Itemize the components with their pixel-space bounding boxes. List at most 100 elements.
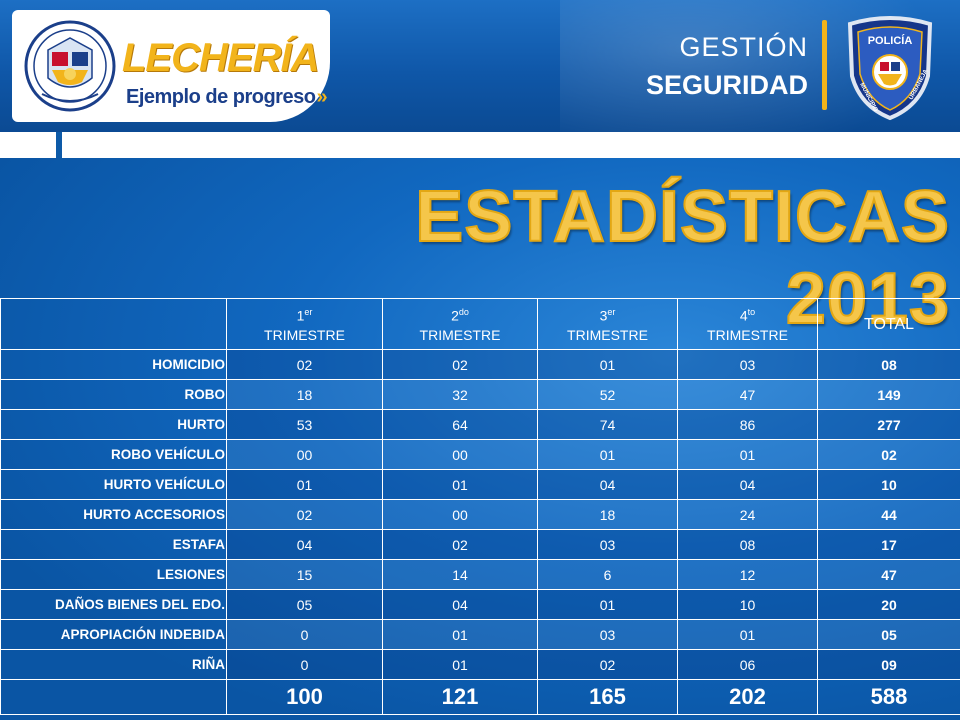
cell-q1: 05 [226,589,383,620]
band-left-block [0,132,56,158]
cell-q4: 24 [677,499,818,530]
cell-q3: 03 [537,619,678,650]
header-q4: 4to TRIMESTRE [677,298,818,350]
row-label: DAÑOS BIENES DEL EDO. [0,589,227,620]
cell-q1: 02 [226,499,383,530]
row-label: RIÑA [0,649,227,680]
cell-q4: 06 [677,649,818,680]
cell-q1: 02 [226,349,383,380]
cell-q2: 01 [382,649,538,680]
cell-q4: 12 [677,559,818,590]
cell-q4: 04 [677,469,818,500]
cell-total: 02 [817,439,960,470]
q1-number: 1 [296,307,305,324]
table-totals-row: 100 121 165 202 588 [0,679,960,715]
police-badge-icon: POLICÍA MUNICIPIO URBANEJA [847,16,933,121]
q4-ordinal: to [747,307,756,318]
cell-q4: 08 [677,529,818,560]
cell-total: 47 [817,559,960,590]
cell-q2: 02 [382,529,538,560]
table-row: HURTO 53 64 74 86 277 [0,409,960,440]
header-banner: LECHERÍA Ejemplo de progreso» GESTIÓN SE… [0,0,960,132]
badge-top-text: POLICÍA [868,34,913,47]
cell-q2: 00 [382,499,538,530]
q2-number: 2 [451,307,459,324]
total-q3: 165 [537,679,678,715]
q3-label: TRIMESTRE [567,326,648,343]
table-row: ROBO 18 32 52 47 149 [0,379,960,410]
cell-q2: 02 [382,349,538,380]
tagline-text: Ejemplo de progreso [126,86,316,108]
q3-number: 3 [599,307,608,324]
seguridad-label: SEGURIDAD [645,70,808,100]
cell-q1: 04 [226,529,383,560]
table-row: ROBO VEHÍCULO 00 00 01 01 02 [0,439,960,470]
table-row: HOMICIDIO 02 02 01 03 08 [0,349,960,380]
cell-total: 149 [817,379,960,410]
cell-q4: 47 [677,379,818,410]
cell-q1: 15 [226,559,383,590]
statistics-table: 1er TRIMESTRE 2do TRIMESTRE 3er TRIMESTRE 4… [0,298,960,715]
row-label: HURTO VEHÍCULO [0,469,227,500]
band-gap [56,132,62,158]
row-label: HURTO ACCESORIOS [0,499,227,530]
cell-total: 09 [817,649,960,680]
total-q4: 202 [677,679,818,715]
cell-q1: 53 [226,409,383,440]
cell-q2: 32 [382,379,538,410]
municipal-seal-icon [24,20,116,112]
cell-q1: 01 [226,469,383,500]
cell-q1: 00 [226,439,383,470]
row-label: ROBO VEHÍCULO [0,439,227,470]
cell-q2: 01 [382,469,538,500]
cell-q2: 14 [382,559,538,590]
header-q2: 2do TRIMESTRE [382,298,538,350]
row-label: HOMICIDIO [0,349,227,380]
table-header-row: 1er TRIMESTRE 2do TRIMESTRE 3er TRIMESTRE 4… [0,298,960,350]
header-underline-band [0,132,960,158]
cell-total: 277 [817,409,960,440]
cell-total: 05 [817,619,960,650]
gestion-label: GESTIÓN [679,32,808,62]
table-row: LESIONES 15 14 6 12 47 [0,559,960,590]
cell-q3: 04 [537,469,678,500]
q2-ordinal: do [458,307,469,318]
cell-q4: 10 [677,589,818,620]
tagline-arrows: » [316,86,328,108]
cell-q1: 18 [226,379,383,410]
table-row: ESTAFA 04 02 03 08 17 [0,529,960,560]
header-empty-cell [0,298,227,350]
table-row: HURTO VEHÍCULO 01 01 04 04 10 [0,469,960,500]
row-label: ESTAFA [0,529,227,560]
cell-q3: 74 [537,409,678,440]
totals-empty-cell [0,679,227,715]
cell-q3: 52 [537,379,678,410]
cell-total: 20 [817,589,960,620]
cell-total: 10 [817,469,960,500]
row-label: ROBO [0,379,227,410]
table-row: RIÑA 0 01 02 06 09 [0,649,960,680]
cell-q4: 86 [677,409,818,440]
header-total: TOTAL [817,298,960,350]
header-q3: 3er TRIMESTRE [537,298,678,350]
cell-q3: 01 [537,439,678,470]
cell-q4: 03 [677,349,818,380]
table-row: HURTO ACCESORIOS 02 00 18 24 44 [0,499,960,530]
cell-q2: 04 [382,589,538,620]
cell-q2: 00 [382,439,538,470]
q3-ordinal: er [607,307,616,318]
table-body: HOMICIDIO 02 02 01 03 08 ROBO 18 32 52 47 149 HURTO 5… [0,349,960,680]
row-label: APROPIACIÓN INDEBIDA [0,619,227,650]
header-q1: 1er TRIMESTRE [226,298,383,350]
cell-total: 44 [817,499,960,530]
grand-total: 588 [817,679,960,715]
cell-q1: 0 [226,649,383,680]
q1-label: TRIMESTRE [264,326,345,343]
header-divider [822,20,827,110]
cell-q3: 18 [537,499,678,530]
cell-q3: 6 [537,559,678,590]
table-row: DAÑOS BIENES DEL EDO. 05 04 01 10 20 [0,589,960,620]
cell-q3: 02 [537,649,678,680]
table-row: APROPIACIÓN INDEBIDA 0 01 03 01 05 [0,619,960,650]
cell-q2: 64 [382,409,538,440]
